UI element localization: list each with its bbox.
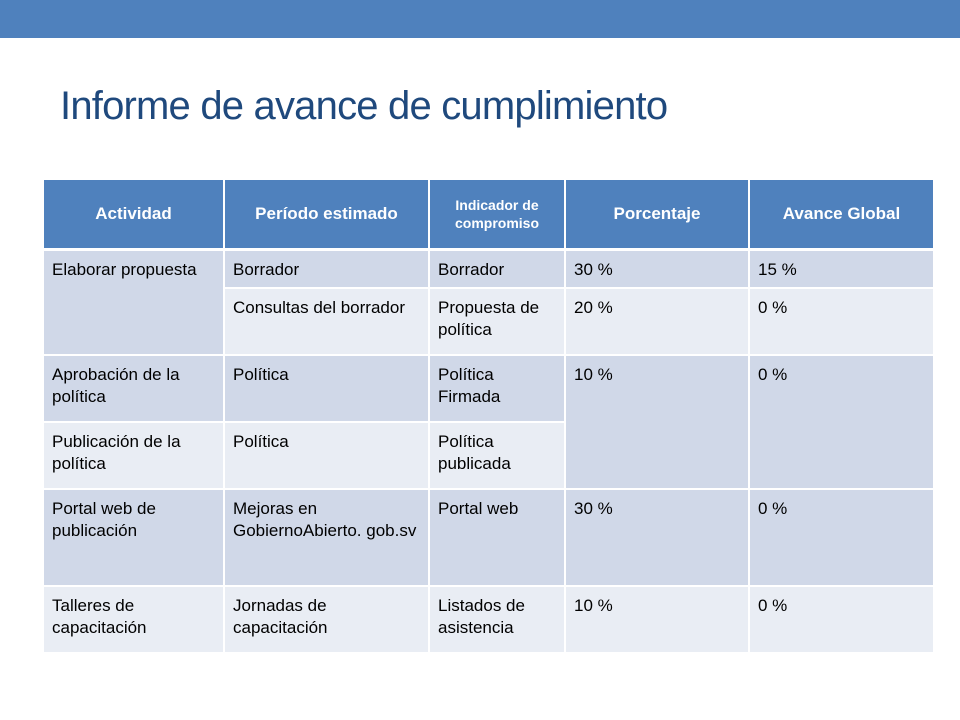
- cell-avance: 0 %: [748, 585, 935, 654]
- top-accent-band: [0, 0, 960, 38]
- cell-periodo: Jornadas de capacitación: [223, 585, 430, 654]
- cell-avance: 0 %: [748, 488, 935, 587]
- cell-actividad: Portal web de publicación: [42, 488, 225, 587]
- cell-periodo: Borrador: [223, 248, 430, 289]
- header-indicador: Indicador de compromiso: [428, 178, 566, 251]
- table-row: Portal web de publicación Mejoras en Gob…: [42, 488, 935, 587]
- cell-actividad: Publicación de la política: [42, 421, 225, 490]
- header-actividad: Actividad: [42, 178, 225, 251]
- cell-periodo: Mejoras en GobiernoAbierto. gob.sv: [223, 488, 430, 587]
- cell-indicador: Propuesta de política: [428, 287, 566, 356]
- cell-avance: 15 %: [748, 248, 935, 289]
- cell-indicador: Portal web: [428, 488, 566, 587]
- table-row: Aprobación de la política Política Polít…: [42, 354, 935, 490]
- header-porcentaje: Porcentaje: [564, 178, 750, 251]
- cell-porcentaje: 20 %: [564, 287, 750, 356]
- cell-avance: 0 %: [748, 354, 935, 490]
- cell-porcentaje: 30 %: [564, 488, 750, 587]
- cell-indicador: Borrador: [428, 248, 566, 289]
- table-row: Publicación de la política Política Polí…: [42, 421, 934, 490]
- cell-actividad: Elaborar propuesta: [42, 248, 225, 356]
- cell-periodo: Política: [223, 354, 430, 423]
- table-header-row: Actividad Período estimado Indicador de …: [42, 178, 935, 251]
- cell-periodo: Política: [223, 421, 430, 490]
- cell-indicador: Política Firmada: [428, 354, 566, 423]
- cell-indicador: Política publicada: [428, 421, 566, 490]
- cell-porcentaje: 10 %: [564, 354, 750, 490]
- table-row: Consultas del borrador Propuesta de polí…: [43, 287, 935, 356]
- cell-avance: 0 %: [748, 287, 935, 356]
- cell-indicador: Listados de asistencia: [428, 585, 566, 654]
- cell-actividad: Aprobación de la política: [42, 354, 225, 423]
- table-row: Talleres de capacitación Jornadas de cap…: [42, 585, 935, 654]
- cell-actividad: Talleres de capacitación: [42, 585, 225, 654]
- header-periodo: Período estimado: [223, 178, 430, 251]
- progress-table: Actividad Período estimado Indicador de …: [42, 178, 935, 654]
- page-title: Informe de avance de cumplimiento: [60, 84, 668, 128]
- table-row: Elaborar propuesta Borrador Borrador 30 …: [42, 248, 935, 356]
- header-avance: Avance Global: [748, 178, 935, 251]
- cell-porcentaje: 30 %: [564, 248, 750, 289]
- cell-periodo: Consultas del borrador: [223, 287, 430, 356]
- cell-porcentaje: 10 %: [564, 585, 750, 654]
